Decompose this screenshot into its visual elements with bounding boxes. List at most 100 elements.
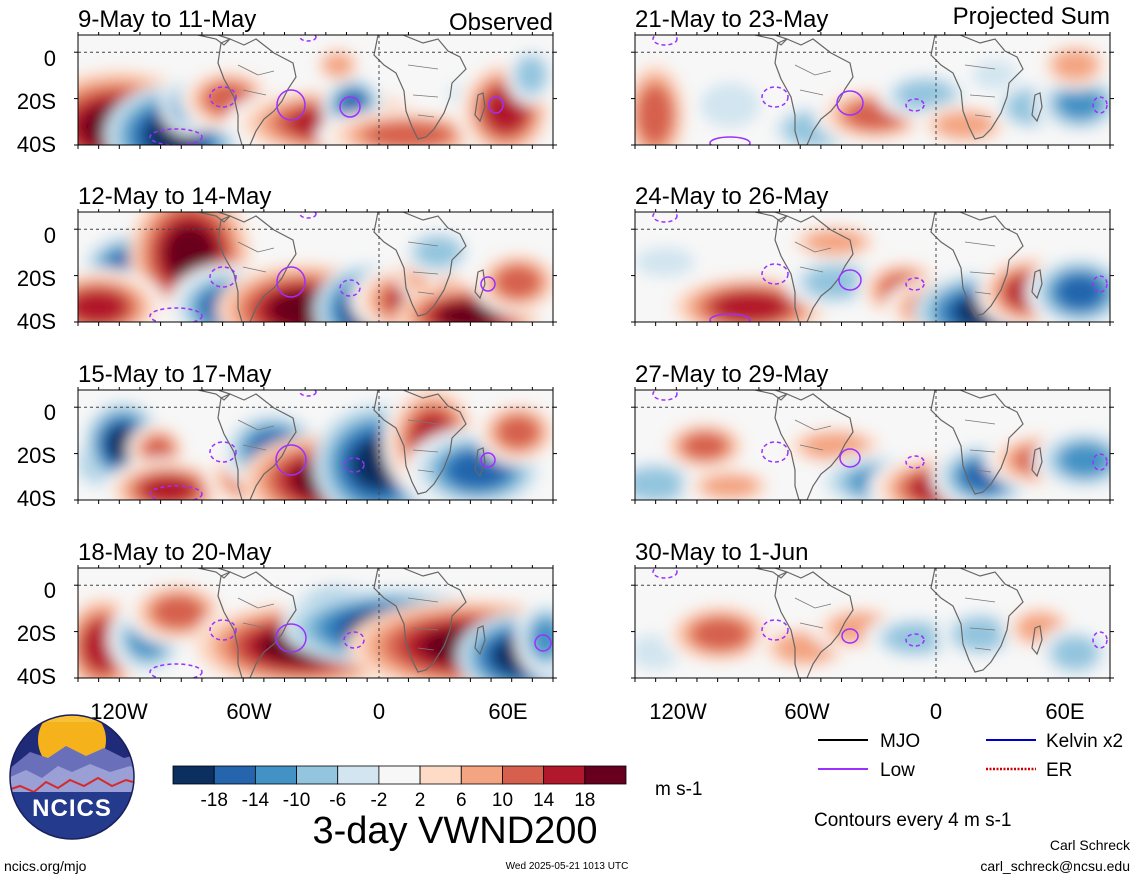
coastlines: [754, 390, 1043, 500]
column-label-projected: Projected Sum: [953, 3, 1110, 30]
x-tick-label: 0: [930, 699, 942, 724]
panel-date-label: 24-May to 26-May: [635, 183, 828, 210]
timestamp: Wed 2025-05-21 1013 UTC: [506, 861, 629, 872]
panel-date-label: 27-May to 29-May: [635, 361, 828, 388]
contour-note: Contours every 4 m s-1: [814, 810, 1011, 831]
colorbar-tick-label: 2: [415, 790, 426, 811]
y-tick-label: 0: [44, 578, 56, 603]
colorbar-swatch: [254, 765, 297, 785]
low-contours: [149, 390, 496, 500]
panel-frame: [634, 567, 1111, 679]
panel-frame: [634, 211, 1111, 323]
x-tick-label: 120W: [90, 699, 148, 724]
colorbar-swatch: [172, 765, 215, 785]
anomaly-field: [78, 212, 553, 322]
colorbar-swatch: [378, 765, 421, 785]
map-panel: 24-May to 26-May: [631, 183, 1114, 326]
coastlines: [197, 212, 486, 322]
y-tick-label: 0: [44, 46, 56, 71]
anomaly-field: [78, 390, 553, 500]
low-contours: [652, 568, 1108, 649]
x-tick-label: 60W: [226, 699, 271, 724]
colorbar-tick-label: -6: [329, 790, 346, 811]
y-tick-label: 40S: [17, 309, 56, 334]
map-panel: 9-May to 11-May: [74, 6, 557, 149]
y-tick-label: 20S: [17, 621, 56, 646]
y-tick-label: 40S: [17, 132, 56, 157]
legend-mjo-label: MJO: [880, 731, 920, 752]
coastlines: [754, 35, 1043, 145]
panels-layer: 9-May to 11-May 12-May to 14-May 15-May to…: [74, 6, 1114, 682]
colorbar-swatch: [460, 765, 503, 785]
legend-low-label: Low: [880, 760, 915, 781]
panel-frame: [77, 567, 554, 679]
anomaly-field: [635, 221, 1110, 322]
y-tick-label: 20S: [17, 443, 56, 468]
y-tick-label: 40S: [17, 664, 56, 689]
low-contours: [149, 619, 552, 678]
colorbar: -18 -14 -10 -6 -2 2 6 10 14 18: [172, 765, 627, 811]
panel-frame: [77, 211, 554, 323]
panel-date-label: 12-May to 14-May: [78, 183, 271, 210]
map-panel: 18-May to 20-May: [74, 539, 557, 682]
colorbar-tick-label: 18: [574, 790, 595, 811]
legend: MJO Kelvin x2 Low ER: [818, 731, 1123, 781]
colorbar-tick-label: 10: [492, 790, 513, 811]
logo-text: NCICS: [32, 795, 112, 822]
ncics-logo: NCICS: [9, 714, 135, 840]
coastlines: [754, 212, 1043, 322]
colorbar-tick-label: 14: [533, 790, 555, 811]
y-tick-label: 20S: [17, 266, 56, 291]
colorbar-tick-label: -10: [283, 790, 310, 811]
panel-date-label: 15-May to 17-May: [78, 361, 271, 388]
author-name: Carl Schreck: [1050, 837, 1131, 853]
panel-date-label: 30-May to 1-Jun: [635, 539, 808, 566]
anomaly-field: [635, 600, 1110, 678]
colorbar-swatch: [502, 765, 545, 785]
y-tick-label: 0: [44, 223, 56, 248]
y-axis-labels: 0 20S 40S 0 20S 40S 0 20S 40S 0 20S 40S: [17, 46, 56, 689]
column-label-observed: Observed: [449, 9, 553, 36]
low-contours: [652, 390, 1108, 471]
colorbar-tick-label: -18: [200, 790, 227, 811]
panel-date-label: 21-May to 23-May: [635, 6, 828, 33]
colorbar-swatch: [419, 765, 462, 785]
colorbar-swatch: [213, 765, 256, 785]
colorbar-swatch: [296, 765, 339, 785]
x-tick-label: 60E: [1045, 699, 1084, 724]
colorbar-swatch: [584, 765, 627, 785]
map-panel: 15-May to 17-May: [74, 361, 557, 504]
low-contours: [652, 212, 1108, 322]
panel-date-label: 9-May to 11-May: [78, 6, 256, 33]
map-panel: 12-May to 14-May: [74, 183, 557, 326]
x-tick-label: 60E: [488, 699, 527, 724]
low-contours: [149, 35, 504, 145]
panel-frame: [634, 389, 1111, 501]
y-tick-label: 40S: [17, 486, 56, 511]
map-panel: 30-May to 1-Jun: [631, 539, 1114, 682]
x-tick-label: 60W: [784, 699, 829, 724]
x-tick-label: 120W: [649, 699, 707, 724]
y-tick-label: 0: [44, 400, 56, 425]
legend-kelvin-label: Kelvin x2: [1046, 731, 1123, 752]
anomaly-field: [635, 39, 1110, 145]
panel-frame: [77, 34, 554, 146]
figure-title: 3-day VWND200: [312, 810, 597, 852]
author-email: carl_schreck@ncsu.edu: [980, 858, 1130, 874]
colorbar-tick-label: -2: [370, 790, 387, 811]
x-tick-label: 0: [373, 699, 385, 724]
colorbar-units: m s-1: [655, 779, 703, 800]
panel-frame: [634, 34, 1111, 146]
site-url: ncics.org/mjo: [4, 858, 87, 874]
anomaly-field: [78, 35, 553, 145]
coastlines: [754, 568, 1043, 678]
map-panel: 27-May to 29-May: [631, 361, 1114, 504]
colorbar-tick-label: -14: [242, 790, 270, 811]
map-panel: 21-May to 23-May: [631, 6, 1114, 149]
panel-date-label: 18-May to 20-May: [78, 539, 271, 566]
y-tick-label: 20S: [17, 89, 56, 114]
colorbar-swatch: [543, 765, 586, 785]
panel-frame: [77, 389, 554, 501]
x-axis-labels: 120W 60W 0 60E 120W 60W 0 60E: [90, 699, 1084, 724]
